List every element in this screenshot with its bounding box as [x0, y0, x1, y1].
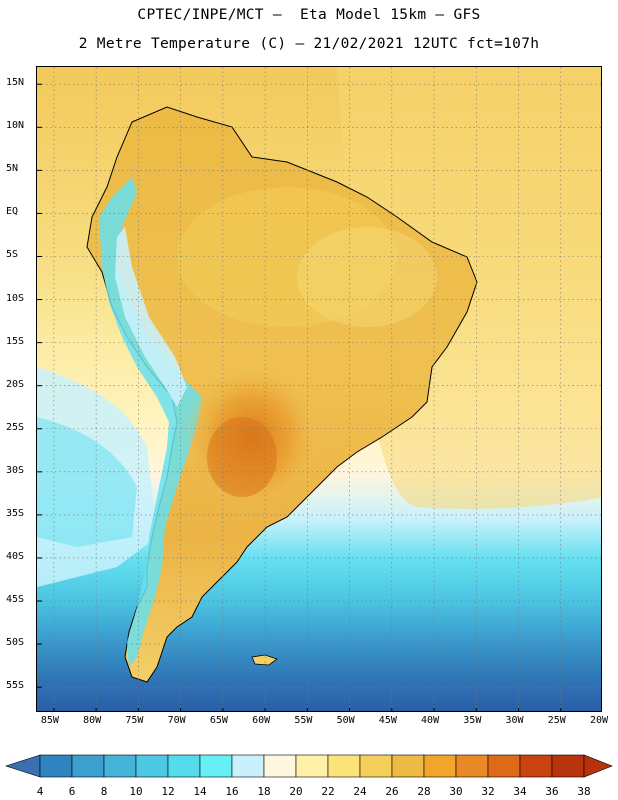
andes-cool-highland: [115, 227, 187, 407]
colorbar-label: 18: [257, 785, 271, 798]
colorbar-segment: [71, 754, 105, 778]
longitude-label: 85W: [40, 715, 59, 726]
latitude-label: EQ: [6, 206, 19, 218]
map-title-line-1: CPTEC/INPE/MCT – Eta Model 15km – GFS: [137, 7, 481, 23]
colorbar-segment: [199, 754, 233, 778]
latitude-label: 15N: [6, 77, 25, 89]
colorbar-segment: [391, 754, 425, 778]
colorbar-label: 32: [481, 785, 495, 798]
longitude-label: 70W: [167, 715, 186, 726]
colorbar-segment: [423, 754, 457, 778]
hottest-area: [207, 417, 277, 497]
latitude-label: 25S: [6, 421, 25, 433]
latitude-label: 50S: [6, 637, 25, 649]
longitude-label: 20W: [590, 715, 609, 726]
colorbar-segment: [295, 754, 329, 778]
colorbar-label: 22: [321, 785, 335, 798]
colorbar-label: 12: [161, 785, 175, 798]
latitude-label: 10S: [6, 292, 25, 304]
longitude-label: 35W: [463, 715, 482, 726]
amazon-region: [177, 187, 397, 327]
longitude-label: 55W: [294, 715, 313, 726]
temperature-colorbar: [5, 754, 613, 778]
latitude-label: 5S: [6, 249, 19, 261]
longitude-label: 65W: [209, 715, 228, 726]
colorbar-label: 38: [577, 785, 591, 798]
colorbar-label: 36: [545, 785, 559, 798]
latitude-label: 55S: [6, 680, 25, 692]
longitude-label: 30W: [505, 715, 524, 726]
colorbar-label: 26: [385, 785, 399, 798]
colorbar-label: 28: [417, 785, 431, 798]
colorbar-label: 4: [36, 785, 44, 798]
colorbar-segment: [263, 754, 297, 778]
latitude-label: 45S: [6, 594, 25, 606]
colorbar-label: 34: [513, 785, 527, 798]
colorbar-label: 8: [100, 785, 108, 798]
latitude-label: 35S: [6, 507, 25, 519]
falkland-islands: [251, 654, 278, 666]
latitude-label: 5N: [6, 163, 19, 175]
colorbar-segment: [487, 754, 521, 778]
longitude-label: 45W: [378, 715, 397, 726]
colorbar-segment: [167, 754, 201, 778]
colorbar-segment: [455, 754, 489, 778]
colorbar-label: 16: [225, 785, 239, 798]
colorbar-label: 20: [289, 785, 303, 798]
colorbar-segment: [519, 754, 553, 778]
colorbar-label: 24: [353, 785, 367, 798]
longitude-label: 40W: [421, 715, 440, 726]
map-frame[interactable]: [36, 66, 602, 712]
colorbar-label: 10: [129, 785, 143, 798]
longitude-label: 60W: [252, 715, 271, 726]
latitude-label: 40S: [6, 550, 25, 562]
temperature-map[interactable]: [37, 67, 602, 712]
latitude-label: 15S: [6, 335, 25, 347]
colorbar-label: 14: [193, 785, 207, 798]
colorbar-segment: [103, 754, 137, 778]
latitude-label: 20S: [6, 378, 25, 390]
colorbar-segment: [551, 754, 585, 778]
pacific-cold-region: [37, 417, 137, 547]
colorbar-low-arrow: [5, 754, 41, 778]
colorbar-label: 30: [449, 785, 463, 798]
map-title-line-2: 2 Metre Temperature (C) – 21/02/2021 12U…: [78, 36, 540, 52]
longitude-label: 75W: [125, 715, 144, 726]
colorbar-segment: [327, 754, 361, 778]
colorbar-label: 6: [68, 785, 76, 798]
latitude-label: 30S: [6, 464, 25, 476]
longitude-label: 25W: [547, 715, 566, 726]
longitude-label: 80W: [83, 715, 102, 726]
colorbar-segment: [135, 754, 169, 778]
latitude-label: 10N: [6, 120, 25, 132]
colorbar-segment: [39, 754, 73, 778]
colorbar-high-arrow: [583, 754, 613, 778]
colorbar-segment: [359, 754, 393, 778]
axis-ticks: [37, 83, 562, 711]
northeast-brazil-region: [297, 227, 437, 327]
colorbar-segment: [231, 754, 265, 778]
longitude-label: 50W: [336, 715, 355, 726]
